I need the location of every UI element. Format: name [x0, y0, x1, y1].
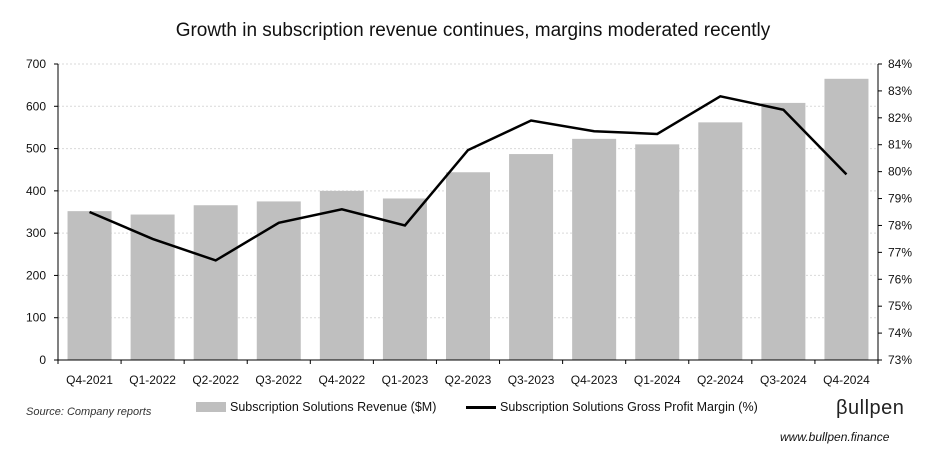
bar-Q4-2021 — [67, 211, 112, 360]
right-tick-label: 82% — [888, 111, 912, 125]
left-tick-label: 300 — [26, 226, 46, 240]
right-tick-label: 74% — [888, 326, 912, 340]
axes — [57, 64, 879, 361]
right-tick-label: 75% — [888, 299, 912, 313]
left-tick-label: 200 — [26, 268, 46, 282]
margin-line — [89, 94, 848, 262]
x-tick-label: Q2-2022 — [192, 373, 239, 387]
x-tick-label: Q3-2024 — [760, 373, 807, 387]
x-tick-label: Q1-2024 — [634, 373, 681, 387]
bar-Q4-2022 — [319, 190, 364, 360]
right-tick-label: 78% — [888, 218, 912, 232]
left-axis-ticks: 0 100 200 300 400 500 600 700 — [26, 57, 58, 367]
revenue-bars — [67, 78, 869, 361]
bar-Q3-2022 — [256, 201, 301, 360]
right-tick-label: 83% — [888, 84, 912, 98]
x-tick-label: Q3-2022 — [255, 373, 302, 387]
right-tick-label: 79% — [888, 192, 912, 206]
legend-swatch-revenue — [196, 402, 226, 412]
right-axis-ticks: 73% 74% 75% 76% 77% 78% 79% 80% 81% 82% 83% 84% — [878, 57, 912, 367]
bar-Q2-2023 — [446, 172, 490, 360]
x-tick-label: Q4-2024 — [823, 373, 870, 387]
x-tick-label: Q1-2023 — [382, 373, 429, 387]
right-tick-label: 73% — [888, 353, 912, 367]
x-tick-label: Q4-2021 — [66, 373, 113, 387]
legend-label-revenue: Subscription Solutions Revenue ($M) — [230, 400, 437, 414]
left-tick-label: 400 — [26, 184, 46, 198]
x-tick-label: Q3-2023 — [508, 373, 555, 387]
website-link[interactable]: www.bullpen.finance — [780, 430, 890, 444]
legend-item-revenue: Subscription Solutions Revenue ($M) — [196, 400, 436, 414]
bar-Q1-2022 — [130, 214, 175, 360]
legend-label-margin: Subscription Solutions Gross Profit Marg… — [500, 400, 758, 414]
bar-Q3-2023 — [509, 154, 554, 360]
x-tick-label: Q4-2022 — [318, 373, 365, 387]
right-tick-label: 77% — [888, 245, 912, 259]
bar-Q3-2024 — [761, 102, 806, 360]
chart-title: Growth in subscription revenue continues… — [175, 20, 771, 41]
left-tick-label: 600 — [26, 99, 46, 113]
right-tick-label: 80% — [888, 165, 912, 179]
x-tick-label: Q4-2023 — [571, 373, 618, 387]
legend-swatch-margin — [466, 405, 496, 409]
x-tick-label: Q2-2024 — [697, 373, 744, 387]
left-tick-label: 700 — [26, 57, 46, 71]
bar-Q2-2024 — [698, 122, 743, 361]
x-tick-label: Q1-2022 — [129, 373, 176, 387]
x-axis-ticks: Q4-2021 Q1-2022 Q2-2022 Q3-2022 Q4-2022 Q1-20… — [57, 360, 879, 387]
left-tick-label: 100 — [26, 311, 46, 325]
right-tick-label: 84% — [888, 57, 912, 71]
right-tick-label: 81% — [888, 138, 912, 152]
bar-Q4-2023 — [572, 138, 617, 360]
bullpen-logo: βullpen — [836, 397, 905, 419]
bar-Q1-2024 — [635, 144, 680, 360]
bar-Q4-2024 — [824, 78, 869, 361]
bar-Q2-2022 — [193, 205, 238, 360]
left-tick-label: 0 — [39, 353, 46, 367]
x-tick-label: Q2-2023 — [445, 373, 492, 387]
legend-item-margin: Subscription Solutions Gross Profit Marg… — [466, 400, 758, 414]
source-note: Source: Company reports — [26, 406, 152, 418]
right-tick-label: 76% — [888, 272, 912, 286]
left-tick-label: 500 — [26, 142, 46, 156]
